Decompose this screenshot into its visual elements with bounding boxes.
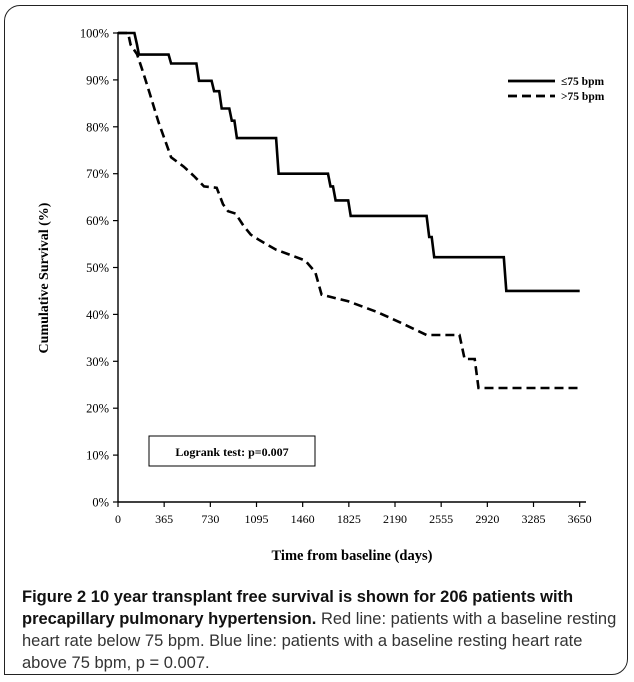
- y-tick-label: 20%: [86, 402, 109, 416]
- legend-label-le75: ≤75 bpm: [561, 76, 604, 88]
- figure-caption: Figure 2 10 year transplant free surviva…: [22, 586, 622, 674]
- y-tick-label: 90%: [86, 73, 109, 87]
- y-tick-label: 30%: [86, 355, 109, 369]
- legend-label-gt75: >75 bpm: [561, 91, 605, 103]
- y-tick-label: 0%: [92, 496, 109, 510]
- x-tick-label: 2920: [475, 512, 499, 526]
- x-tick-label: 0: [115, 512, 121, 526]
- x-tick-label: 1095: [245, 512, 269, 526]
- survival-chart: 0% 10% 20% 30% 40% 50% 60% 70% 80% 90% 100% 0 365 73…: [37, 27, 605, 565]
- axes: [117, 32, 586, 503]
- figure-caption-text: Red line: patients with a baseline resti…: [22, 610, 617, 672]
- x-axis-label: Time from baseline (days): [272, 548, 433, 564]
- x-tick-label: 3285: [522, 512, 546, 526]
- y-tick-label: 60%: [86, 214, 109, 228]
- y-tick-label: 10%: [86, 449, 109, 463]
- figure-title: 10 year transplant free survival is show…: [22, 588, 574, 628]
- logrank-annotation: Logrank test: p=0.007: [148, 435, 316, 467]
- x-tick-label: 1825: [337, 512, 361, 526]
- survival-curves: [118, 31, 580, 390]
- x-axis-ticks: 0 365 730 1095 1460 1825 2190 2555 2920 3285 3650: [115, 502, 592, 526]
- legend: ≤75 bpm >75 bpm: [508, 76, 605, 103]
- x-tick-label: 730: [201, 512, 219, 526]
- y-tick-label: 40%: [86, 308, 109, 322]
- y-tick-label: 80%: [86, 120, 109, 134]
- curve-gt75-bpm: [118, 31, 580, 390]
- y-tick-label: 50%: [86, 261, 109, 275]
- logrank-text: Logrank test: p=0.007: [175, 445, 288, 459]
- figure-frame: [4, 5, 628, 675]
- y-axis-label: Cumulative Survival (%): [37, 202, 52, 353]
- x-tick-label: 3650: [568, 512, 592, 526]
- curve-le75-bpm: [118, 31, 580, 293]
- x-tick-label: 2190: [383, 512, 407, 526]
- y-axis-ticks: 0% 10% 20% 30% 40% 50% 60% 70% 80% 90% 100%: [80, 27, 118, 510]
- y-tick-label: 100%: [80, 27, 109, 41]
- figure-label: Figure 2: [22, 588, 87, 606]
- x-tick-label: 2555: [429, 512, 453, 526]
- x-tick-label: 365: [155, 512, 173, 526]
- x-tick-label: 1460: [291, 512, 315, 526]
- y-tick-label: 70%: [86, 167, 109, 181]
- logrank-box: [148, 435, 316, 467]
